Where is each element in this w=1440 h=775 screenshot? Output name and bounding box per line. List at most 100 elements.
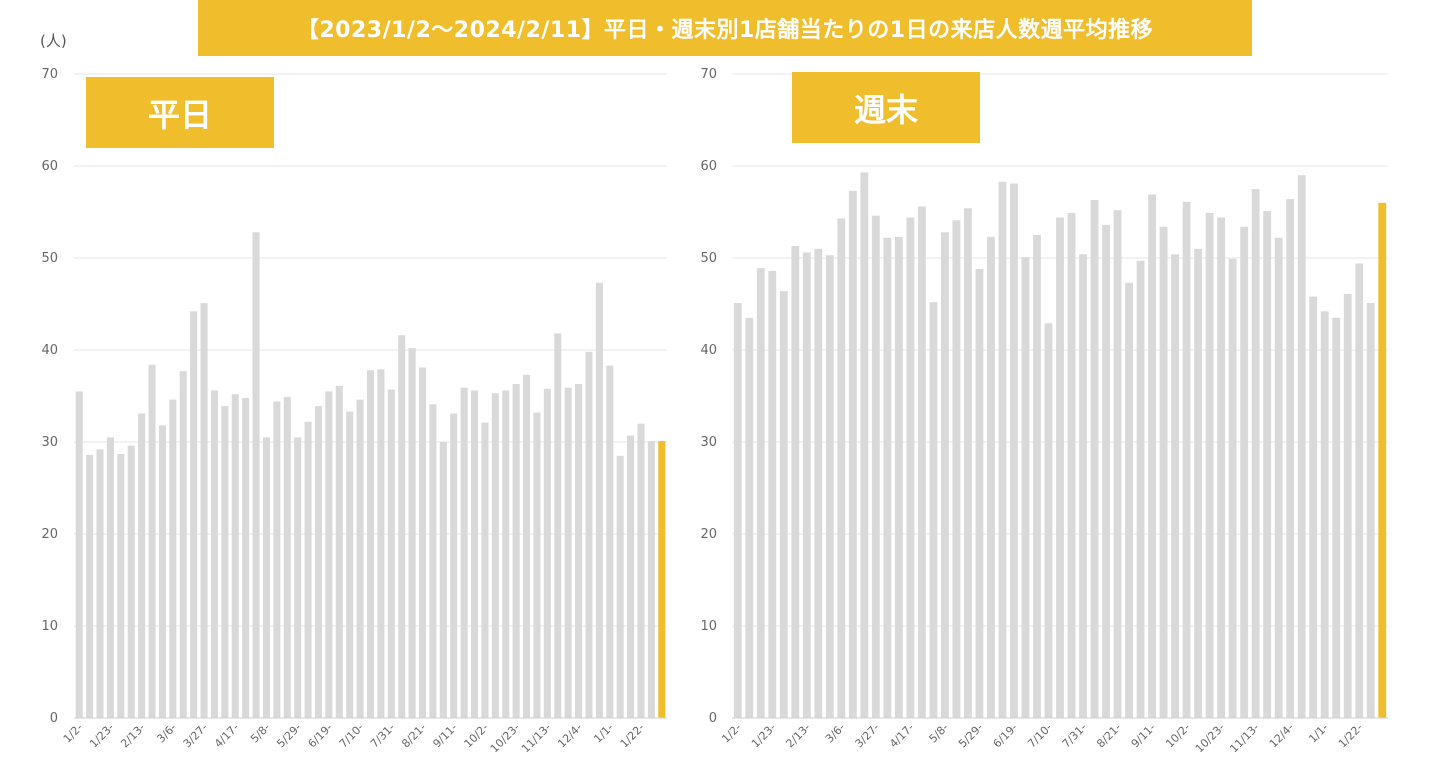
weekend-bar — [1251, 189, 1260, 718]
weekday-bar — [200, 303, 208, 718]
weekday-bar — [283, 396, 291, 718]
weekday-bar — [231, 394, 239, 718]
weekend-bar — [1332, 317, 1341, 718]
weekend-bar — [791, 246, 800, 719]
weekday-bar — [75, 391, 83, 718]
weekend-x-tick-label: 10/2- — [1163, 721, 1192, 750]
weekend-bar — [894, 236, 903, 718]
weekend-bar — [1343, 293, 1352, 718]
weekend-bar — [964, 208, 972, 718]
weekend-x-tick-label: 1/2- — [719, 721, 744, 746]
weekday-bar — [491, 393, 499, 718]
weekend-x-tick-label: 5/8- — [927, 721, 952, 746]
weekend-x-tick-label: 9/11- — [1129, 721, 1158, 750]
weekend-bar — [1274, 237, 1283, 718]
weekend-x-tick-label: 5/29- — [956, 721, 985, 750]
weekday-x-tick-label: 8/21- — [399, 721, 428, 750]
weekday-bar — [616, 455, 624, 718]
weekend-bar — [975, 269, 984, 718]
weekday-bar — [356, 399, 364, 718]
weekday-bar — [325, 391, 333, 718]
weekend-x-tick-label: 11/13- — [1227, 721, 1261, 755]
weekend-bar — [1010, 183, 1018, 719]
weekend-y-tick-label: 40 — [700, 343, 717, 358]
weekday-x-tick-label: 6/19- — [306, 721, 335, 750]
weekend-bar — [1355, 263, 1364, 718]
weekend-bar — [1021, 257, 1030, 718]
weekend-x-tick-label: 7/10- — [1025, 721, 1054, 750]
weekend-bar — [745, 317, 754, 718]
weekend-bar — [802, 252, 811, 719]
weekend-bar — [1125, 282, 1133, 718]
weekday-bar — [512, 384, 520, 718]
weekend-y-tick-label: 20 — [700, 527, 717, 542]
weekend-bar — [1067, 212, 1076, 719]
weekday-x-tick-label: 4/17- — [212, 721, 241, 750]
weekday-bar-latest — [658, 441, 666, 718]
weekend-x-tick-label: 1/1- — [1306, 721, 1331, 746]
weekend-x-tick-label: 10/23- — [1193, 721, 1227, 755]
weekday-bar — [418, 367, 427, 718]
weekend-bar — [1297, 175, 1306, 718]
weekend-bar — [940, 232, 949, 719]
weekend-y-tick-label: 10 — [700, 619, 717, 634]
weekday-bar — [450, 413, 458, 718]
y-axis-unit-label: (人) — [40, 32, 67, 50]
weekday-bar — [460, 387, 468, 718]
weekend-bar — [1102, 224, 1110, 718]
weekday-x-tick-label: 10/23- — [488, 721, 522, 755]
weekday-bar — [439, 442, 447, 718]
chart-title-banner: 【2023/1/2〜2024/2/11】平日・週末別1店舗当たりの1日の来店人数… — [198, 0, 1252, 56]
weekend-bar — [883, 237, 892, 718]
weekday-bar — [575, 384, 583, 718]
weekend-bar — [768, 270, 777, 718]
weekend-bar — [1056, 217, 1064, 718]
weekday-x-tick-label: 1/1- — [591, 721, 616, 746]
weekend-x-tick-label: 7/31- — [1060, 721, 1089, 750]
weekend-bar — [837, 218, 846, 718]
weekend-x-tick-label: 3/27- — [853, 721, 882, 750]
weekday-y-tick-label: 70 — [41, 67, 58, 82]
weekday-bar — [86, 454, 94, 718]
weekend-bar — [906, 217, 915, 718]
weekend-bar — [779, 291, 788, 718]
weekend-bar — [860, 172, 869, 718]
weekend-bar — [1366, 303, 1375, 718]
weekday-x-tick-label: 5/29- — [274, 721, 303, 750]
weekend-y-tick-label: 50 — [700, 251, 717, 266]
weekday-bar — [429, 404, 437, 718]
weekday-bar — [398, 335, 406, 718]
weekend-bar — [1309, 296, 1318, 718]
weekend-x-tick-label: 12/4- — [1267, 721, 1296, 750]
weekend-bar — [1286, 199, 1295, 718]
weekday-bar — [564, 387, 572, 718]
weekday-bar — [377, 369, 385, 718]
weekend-bar — [1171, 254, 1180, 718]
weekend-bar — [733, 303, 742, 718]
weekday-x-tick-label: 12/4- — [555, 721, 584, 750]
weekday-x-tick-label: 11/13- — [519, 721, 553, 755]
weekend-y-tick-label: 0 — [709, 711, 717, 726]
weekend-bar — [952, 220, 961, 718]
weekend-bar — [1320, 311, 1329, 718]
weekend-x-tick-label: 1/22- — [1336, 721, 1365, 750]
weekend-bar — [987, 236, 995, 718]
weekend-bar — [1136, 260, 1145, 718]
weekday-bar — [554, 333, 562, 718]
weekend-x-tick-label: 2/13- — [783, 721, 812, 750]
weekday-bar — [158, 425, 166, 718]
weekday-bar — [138, 413, 146, 718]
weekday-x-tick-label: 2/13- — [118, 721, 147, 750]
weekday-bar — [335, 385, 343, 718]
weekend-bar — [756, 268, 765, 718]
weekend-bar — [1217, 217, 1226, 718]
weekday-bar — [627, 435, 635, 718]
weekend-bar — [848, 190, 857, 719]
weekday-bar — [117, 453, 125, 718]
weekday-x-tick-label: 9/11- — [430, 721, 459, 750]
weekend-bar-latest — [1378, 202, 1387, 719]
weekend-bar — [1263, 211, 1272, 718]
weekday-bar — [647, 441, 655, 718]
weekday-x-tick-label: 1/2- — [61, 721, 86, 746]
weekend-bar — [929, 302, 938, 718]
